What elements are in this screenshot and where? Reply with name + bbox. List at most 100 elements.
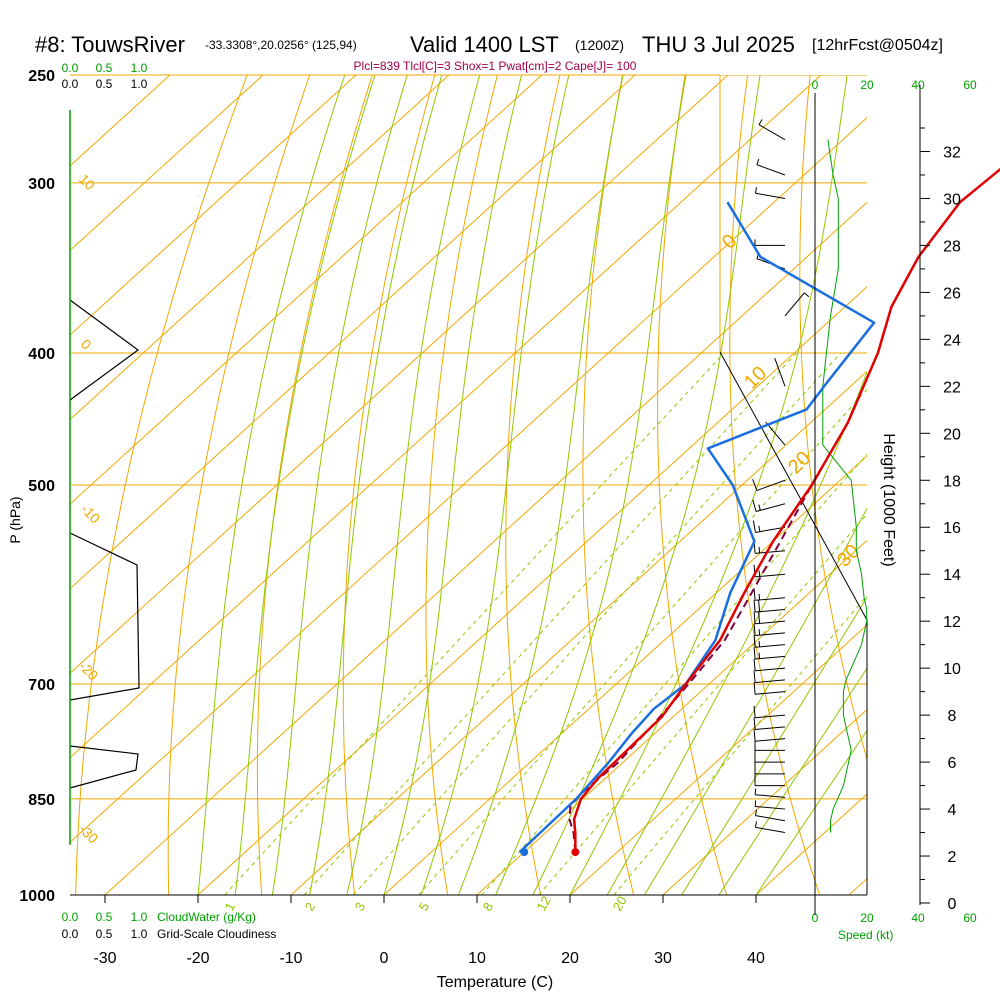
wind-barb (752, 520, 786, 533)
wind-barb (754, 809, 786, 822)
wind-barb-flag (752, 520, 756, 533)
temp-tick-label: -30 (93, 950, 116, 967)
dry-adiabat (256, 75, 373, 895)
wind-barb-flag (758, 599, 761, 612)
title-fcst: [12hrFcst@0504z] (812, 37, 943, 54)
title-main: #8: TouwsRiver (35, 32, 185, 57)
wind-barb (756, 158, 786, 176)
height-tick-label: 14 (943, 567, 961, 584)
temp-tick-label: 0 (380, 950, 389, 967)
wind-barb (753, 599, 786, 613)
moist-adiabat-label: 10 (740, 362, 771, 393)
wind-barb (754, 788, 786, 798)
title-valid: Valid 1400 LST (410, 32, 559, 57)
isotherm-line (70, 75, 450, 421)
height-tick-label: 18 (943, 473, 961, 490)
mixing-ratio-label: 8 (480, 900, 497, 914)
moist-adiabat (569, 75, 848, 895)
cloudiness-profile (69, 745, 139, 789)
wind-barb-flag (753, 600, 756, 613)
wind-barb-flag (758, 570, 761, 577)
cloudiness-label: Grid-Scale Cloudiness (157, 927, 276, 941)
wind-barb-flag (758, 611, 761, 624)
wind-barb (753, 635, 786, 648)
isotherm-line (476, 539, 867, 895)
mixing-ratio-line (418, 388, 867, 895)
wind-barb (754, 239, 785, 246)
dry-adiabat (75, 75, 248, 895)
x-axis-label: Temperature (C) (437, 974, 553, 991)
profiles (518, 119, 1000, 857)
mixing-ratio-line (303, 352, 797, 895)
wind-barb-flag (758, 119, 763, 125)
isotherm-line (70, 75, 729, 674)
wind-barb-staff (755, 691, 786, 695)
wind-barb-flag (753, 647, 756, 660)
wind-barb-flag (758, 640, 761, 647)
cloudiness-tick-label-top: 0.0 (62, 77, 79, 91)
isotherm-line (70, 75, 264, 252)
wind-barb-flag (758, 629, 761, 636)
wind-barb-staff (755, 815, 786, 822)
wind-barb (753, 623, 786, 637)
wind-barb (784, 292, 810, 317)
isotherm-line (70, 75, 636, 590)
moist-adiabat (755, 729, 867, 895)
mixing-ratio-label: 12 (534, 893, 554, 913)
grid-clipped (70, 75, 867, 895)
wind-barb-flag (758, 525, 761, 532)
mixing-ratio-line (353, 352, 842, 895)
moist-adiabat (383, 75, 523, 895)
wind-barb (753, 611, 786, 625)
moist-adiabat (643, 507, 867, 895)
mixing-ratio-line (613, 594, 867, 895)
wind-barb-flag (758, 593, 761, 600)
wind-barb (753, 588, 786, 601)
surface-dewpoint-marker (520, 848, 529, 857)
wind-barb-flag (754, 809, 757, 816)
cloudiness-profile (69, 299, 140, 401)
height-tick-label: 4 (948, 802, 957, 819)
pressure-tick-label: 500 (28, 478, 55, 495)
wind-barb-staff (756, 164, 786, 176)
params-line: Plcl=839 Tlcl[C]=3 Shox=1 Pwat[cm]=2 Cap… (354, 59, 637, 73)
wind-barb-staff (755, 726, 786, 730)
surface-temperature-marker (571, 848, 580, 857)
wind-barb (754, 773, 785, 787)
isotherm-line (662, 708, 867, 895)
wind-barb-flag (754, 187, 757, 194)
wind-barb-flag (754, 821, 757, 828)
wind-barb-flag (753, 717, 756, 730)
wind-barb-staff (755, 192, 786, 199)
wind-barb-flag (753, 635, 756, 648)
speed-tick-label-top: 0 (812, 78, 819, 92)
wind-barb-flag (754, 788, 757, 795)
speed-tick-label-top: 20 (860, 78, 874, 92)
dry-adiabat (729, 75, 821, 895)
wind-barb (753, 670, 786, 684)
wind-barb-flag (753, 705, 756, 718)
isotherm-line (383, 455, 867, 895)
height-tick-label: 10 (943, 661, 961, 678)
wind-barb (754, 800, 786, 810)
wind-barb-staff (774, 357, 786, 387)
wind-barb-flag (753, 658, 756, 671)
wind-barb-flag (758, 546, 761, 553)
pressure-tick-label: 850 (28, 792, 55, 809)
pressure-tick-label: 1000 (19, 888, 55, 905)
isotherm-line (197, 286, 867, 895)
wind-speed-profile (822, 139, 868, 833)
height-tick-label: 20 (943, 426, 961, 443)
title-date: THU 3 Jul 2025 (642, 32, 795, 57)
wind-barb-flag (754, 800, 757, 807)
wind-barb-staff (756, 479, 786, 492)
wind-barb (756, 252, 786, 270)
temperature-trace (572, 167, 1000, 853)
wind-barb-flag (758, 504, 761, 511)
frame-diagonal (719, 351, 868, 621)
isotherm-line (70, 75, 357, 336)
height-tick-label: 28 (943, 238, 961, 255)
cloudiness-tick-label-top: 0.5 (96, 77, 113, 91)
temp-tick-label: -20 (186, 950, 209, 967)
wind-barb-staff (755, 679, 786, 684)
